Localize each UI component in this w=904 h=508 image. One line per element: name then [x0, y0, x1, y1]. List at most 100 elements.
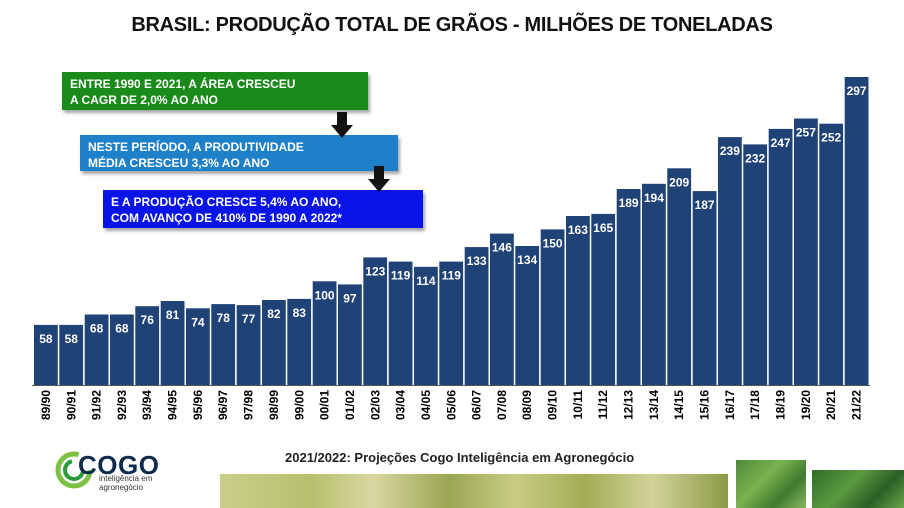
bar-89/90	[34, 324, 58, 385]
chart-title: BRASIL: PRODUÇÃO TOTAL DE GRÃOS - MILHÕE…	[131, 14, 773, 36]
bar-value-label: 77	[242, 312, 256, 326]
x-tick-label: 12/13	[622, 390, 636, 420]
bar-value-label: 58	[65, 332, 79, 346]
x-tick-label: 92/93	[115, 390, 129, 420]
bar-value-label: 68	[115, 322, 129, 336]
x-tick-label: 95/96	[191, 390, 205, 420]
bar-value-label: 119	[442, 269, 462, 283]
x-tick-label: 97/98	[242, 390, 256, 420]
bar-value-label: 81	[166, 308, 180, 322]
bar-97/98	[236, 305, 261, 385]
bar-05/06	[439, 261, 464, 385]
bar-94/95	[160, 301, 185, 385]
field-photo	[736, 460, 806, 508]
x-tick-label: 91/92	[90, 390, 104, 420]
bar-00/01	[312, 281, 337, 385]
x-tick-label: 93/94	[140, 390, 154, 420]
logo-tagline: inteligência em agronegócio	[99, 474, 153, 492]
x-tick-label: 06/07	[470, 390, 484, 420]
bar-12/13	[616, 189, 641, 385]
annotation-production-growth: E A PRODUÇÃO CRESCE 5,4% AO ANO, COM AVA…	[103, 190, 423, 228]
bar-value-label: 134	[517, 253, 537, 267]
x-tick-label: 04/05	[419, 390, 433, 420]
bar-17/18	[743, 144, 768, 385]
x-tick-label: 19/20	[799, 390, 813, 420]
bar-value-label: 58	[39, 332, 53, 346]
bar-04/05	[414, 266, 438, 385]
bar-90/91	[59, 324, 84, 385]
bar-value-label: 78	[217, 311, 231, 325]
bar-value-label: 123	[365, 264, 385, 278]
bar-value-label: 74	[191, 315, 205, 329]
x-tick-label: 02/03	[368, 390, 382, 420]
bar-99/00	[287, 298, 312, 385]
bar-08/09	[515, 246, 540, 385]
soybeans-photo	[220, 474, 728, 508]
chart-footnote: 2021/2022: Projeções Cogo Inteligência e…	[285, 450, 635, 465]
bar-value-label: 97	[343, 291, 357, 305]
bar-98/99	[262, 300, 286, 385]
x-tick-label: 90/91	[64, 390, 78, 420]
bar-value-label: 100	[315, 288, 335, 302]
bar-value-label: 76	[141, 313, 155, 327]
x-tick-label: 17/18	[748, 390, 762, 420]
x-tick-label: 15/16	[698, 390, 712, 420]
bar-14/15	[667, 168, 692, 385]
x-tick-label: 94/95	[166, 390, 180, 420]
bar-value-label: 68	[90, 322, 104, 336]
x-tick-label: 11/12	[596, 390, 610, 420]
bar-09/10	[540, 229, 565, 385]
x-tick-label: 07/08	[495, 390, 509, 420]
x-tick-label: 01/02	[343, 390, 357, 420]
arrow-down-icon	[368, 166, 390, 192]
bar-value-label: 194	[644, 191, 664, 205]
bar-15/16	[692, 191, 717, 385]
x-tick-label: 99/00	[292, 390, 306, 420]
x-tick-label: 21/22	[850, 390, 864, 420]
bar-value-label: 187	[695, 198, 715, 212]
bar-96/97	[211, 304, 236, 385]
x-tick-label: 18/19	[774, 390, 788, 420]
annotation-productivity-growth: NESTE PERÍODO, A PRODUTIVIDADE MÉDIA CRE…	[80, 135, 398, 171]
bar-value-label: 232	[745, 151, 765, 165]
x-tick-label: 14/15	[672, 390, 686, 420]
bar-value-label: 163	[568, 223, 588, 237]
bar-11/12	[591, 213, 616, 385]
bar-10/11	[566, 216, 590, 385]
x-tick-label: 00/01	[318, 390, 332, 420]
bar-value-label: 239	[720, 144, 740, 158]
x-tick-label: 89/90	[39, 390, 53, 420]
x-tick-label: 13/14	[647, 390, 661, 420]
bar-07/08	[490, 233, 514, 385]
bar-95/96	[186, 308, 210, 385]
bar-value-label: 119	[391, 269, 411, 283]
bar-92/93	[110, 314, 134, 385]
x-tick-label: 16/17	[723, 390, 737, 420]
x-tick-label: 08/09	[520, 390, 534, 420]
bar-16/17	[718, 137, 742, 385]
annotation-line: ENTRE 1990 E 2021, A ÁREA CRESCEU	[70, 77, 296, 91]
bar-21/22	[844, 77, 869, 385]
x-tick-label: 98/99	[267, 390, 281, 420]
bar-value-label: 252	[821, 131, 841, 145]
annotation-line: E A PRODUÇÃO CRESCE 5,4% AO ANO,	[111, 195, 342, 209]
bar-value-label: 114	[416, 274, 436, 288]
annotation-line: MÉDIA CRESCEU 3,3% AO ANO	[88, 156, 270, 170]
bar-value-label: 165	[593, 221, 613, 235]
annotation-line: NESTE PERÍODO, A PRODUTIVIDADE	[88, 140, 304, 154]
bar-value-label: 82	[267, 307, 281, 321]
logo-wordmark: COGO	[78, 450, 160, 480]
bar-93/94	[135, 306, 160, 385]
bar-13/14	[642, 183, 666, 385]
x-tick-label: 09/10	[546, 390, 560, 420]
bar-value-label: 83	[293, 306, 307, 320]
annotation-line: COM AVANÇO DE 410% DE 1990 A 2022*	[111, 211, 342, 225]
bar-20/21	[819, 123, 844, 385]
bar-value-label: 150	[543, 236, 563, 250]
bar-value-label: 189	[619, 196, 639, 210]
bar-value-label: 247	[771, 136, 791, 150]
bar-02/03	[363, 257, 388, 385]
x-tick-label: 96/97	[216, 390, 230, 420]
annotation-area-growth: ENTRE 1990 E 2021, A ÁREA CRESCEU A CAGR…	[62, 72, 368, 110]
